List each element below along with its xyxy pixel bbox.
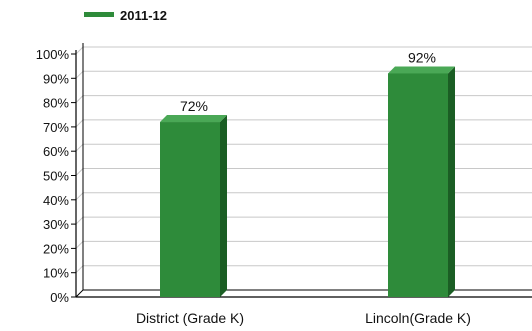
y-tick-label: 50% [43,169,69,184]
bar [160,115,227,297]
legend-swatch [84,12,114,17]
y-tick-label: 30% [43,217,69,232]
bar-side [220,115,227,297]
bar-side [448,66,455,297]
y-tick-label: 10% [43,266,69,281]
bar-top [160,115,227,123]
legend: 2011-12 [84,8,167,23]
bars: 72% 92% [160,49,455,297]
gridline-depth [75,95,84,103]
gridline-depth [75,143,84,152]
gridline-depth [75,216,84,225]
bar-top [388,66,455,74]
x-category-label: Lincoln(Grade K) [365,310,471,326]
x-category-label: District (Grade K) [136,310,244,326]
legend-label: 2011-12 [120,8,167,23]
data-label: 72% [180,98,208,114]
y-tick-label: 0% [50,290,69,305]
gridlines [75,46,532,274]
gridline-depth [75,70,84,79]
gridline-depth [75,119,84,128]
gridline-depth [75,168,84,176]
gridline-depth [75,46,84,55]
y-tick-label: 90% [43,71,69,86]
axes [75,43,532,298]
gridline-depth [75,192,84,201]
y-tick-label: 80% [43,96,69,111]
y-tick-label: 20% [43,241,69,256]
gridline-depth [75,241,84,249]
floor-edge [75,289,84,298]
y-tick-label: 100% [36,47,70,62]
bar-front [388,73,448,297]
y-tick-label: 70% [43,120,69,135]
y-tick-label: 40% [43,193,69,208]
y-axis-ticks: 0% 10% 20% 30% 40% 50% 60% 70% 80% 90% 100% [36,47,76,305]
data-label: 92% [408,49,436,65]
bar-front [160,122,220,297]
gridline-depth [75,265,84,274]
bar [388,66,455,297]
x-axis-labels: District (Grade K) Lincoln(Grade K) [136,310,471,326]
y-tick-label: 60% [43,144,69,159]
